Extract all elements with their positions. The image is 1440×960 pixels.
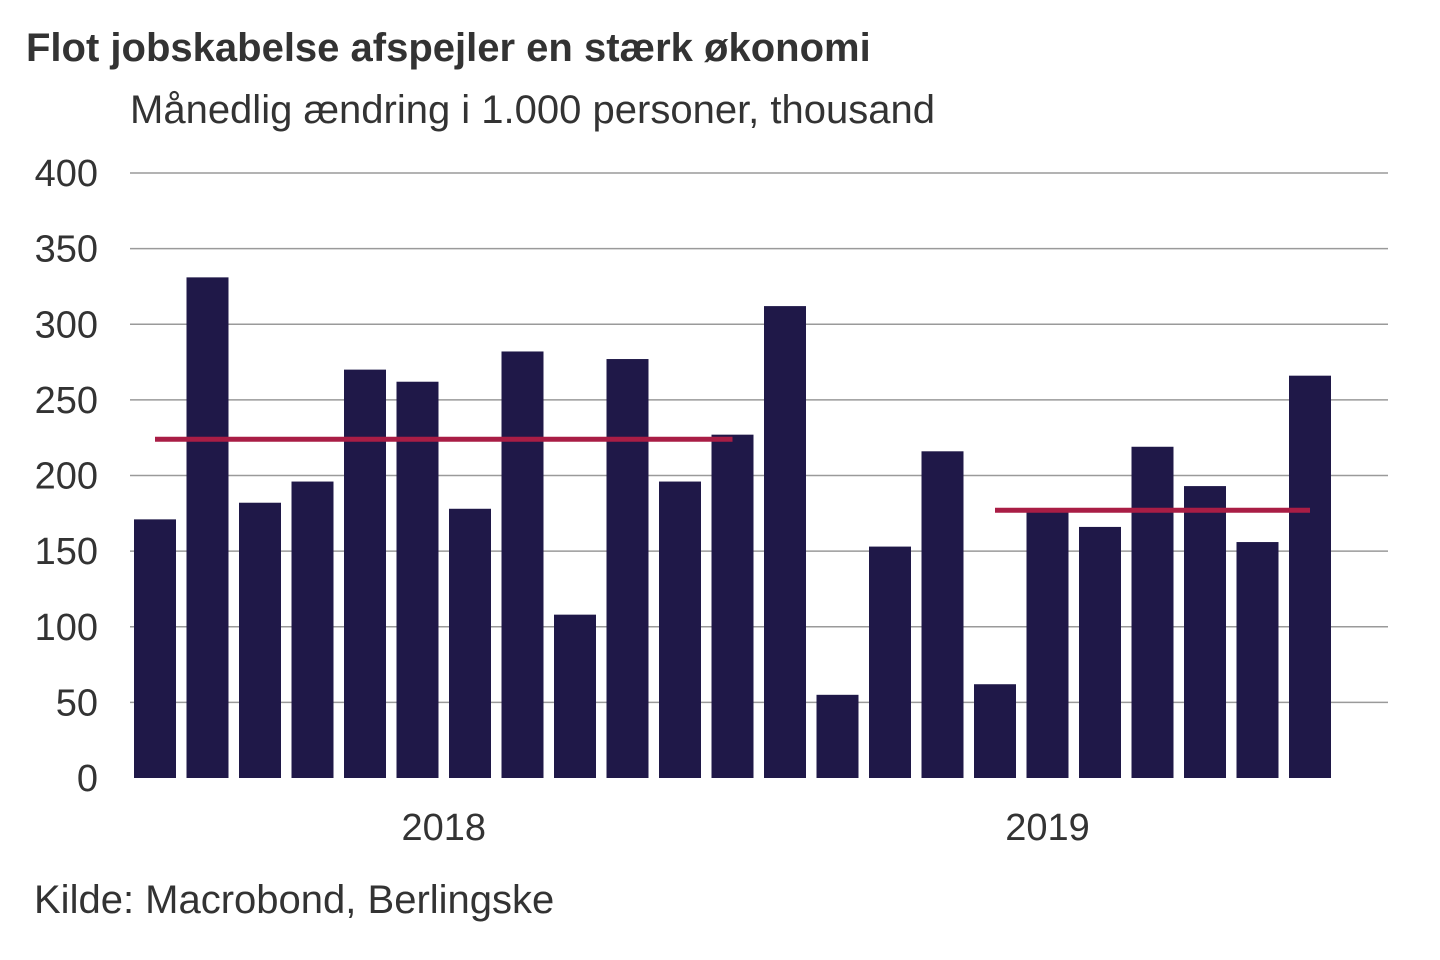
average-lines bbox=[155, 436, 1310, 513]
bar bbox=[764, 306, 806, 778]
y-tick-label: 250 bbox=[35, 380, 98, 422]
bar bbox=[816, 694, 859, 778]
bar bbox=[974, 684, 1016, 778]
bar bbox=[239, 502, 281, 778]
bar bbox=[344, 369, 386, 778]
bar bbox=[1131, 446, 1174, 778]
bar bbox=[1289, 375, 1331, 778]
y-tick-label: 100 bbox=[35, 607, 98, 649]
bar bbox=[1236, 542, 1279, 778]
chart-title: Flot jobskabelse afspejler en stærk økon… bbox=[26, 26, 871, 70]
y-tick-label: 300 bbox=[35, 304, 98, 346]
y-tick-label: 150 bbox=[35, 531, 98, 573]
source-note: Kilde: Macrobond, Berlingske bbox=[34, 878, 555, 922]
x-axis-labels: 2018 2019 bbox=[401, 807, 1089, 849]
y-tick-label: 400 bbox=[35, 153, 98, 195]
y-axis-ticks: 0 50 100 150 200 250 300 350 400 bbox=[35, 153, 98, 800]
bar bbox=[659, 481, 701, 778]
bar bbox=[134, 519, 176, 778]
bar bbox=[711, 434, 754, 778]
y-tick-label: 200 bbox=[35, 456, 98, 498]
bar bbox=[1184, 486, 1226, 778]
bar bbox=[554, 614, 596, 778]
chart-subtitle: Månedlig ændring i 1.000 personer, thous… bbox=[130, 88, 935, 132]
x-group-label: 2019 bbox=[1005, 807, 1090, 849]
bar bbox=[396, 381, 439, 778]
bar bbox=[869, 546, 911, 778]
y-tick-label: 350 bbox=[35, 229, 98, 271]
bar bbox=[1026, 510, 1069, 778]
bar bbox=[291, 481, 334, 778]
x-group-label: 2018 bbox=[401, 807, 486, 849]
bars bbox=[134, 277, 1331, 778]
bar bbox=[1079, 526, 1121, 778]
gridlines bbox=[130, 172, 1388, 704]
bar bbox=[186, 277, 229, 778]
bar bbox=[921, 451, 964, 778]
bar bbox=[606, 359, 649, 778]
y-tick-label: 0 bbox=[77, 758, 98, 800]
y-tick-label: 50 bbox=[56, 682, 98, 724]
bar bbox=[501, 351, 544, 778]
bar bbox=[449, 508, 491, 778]
